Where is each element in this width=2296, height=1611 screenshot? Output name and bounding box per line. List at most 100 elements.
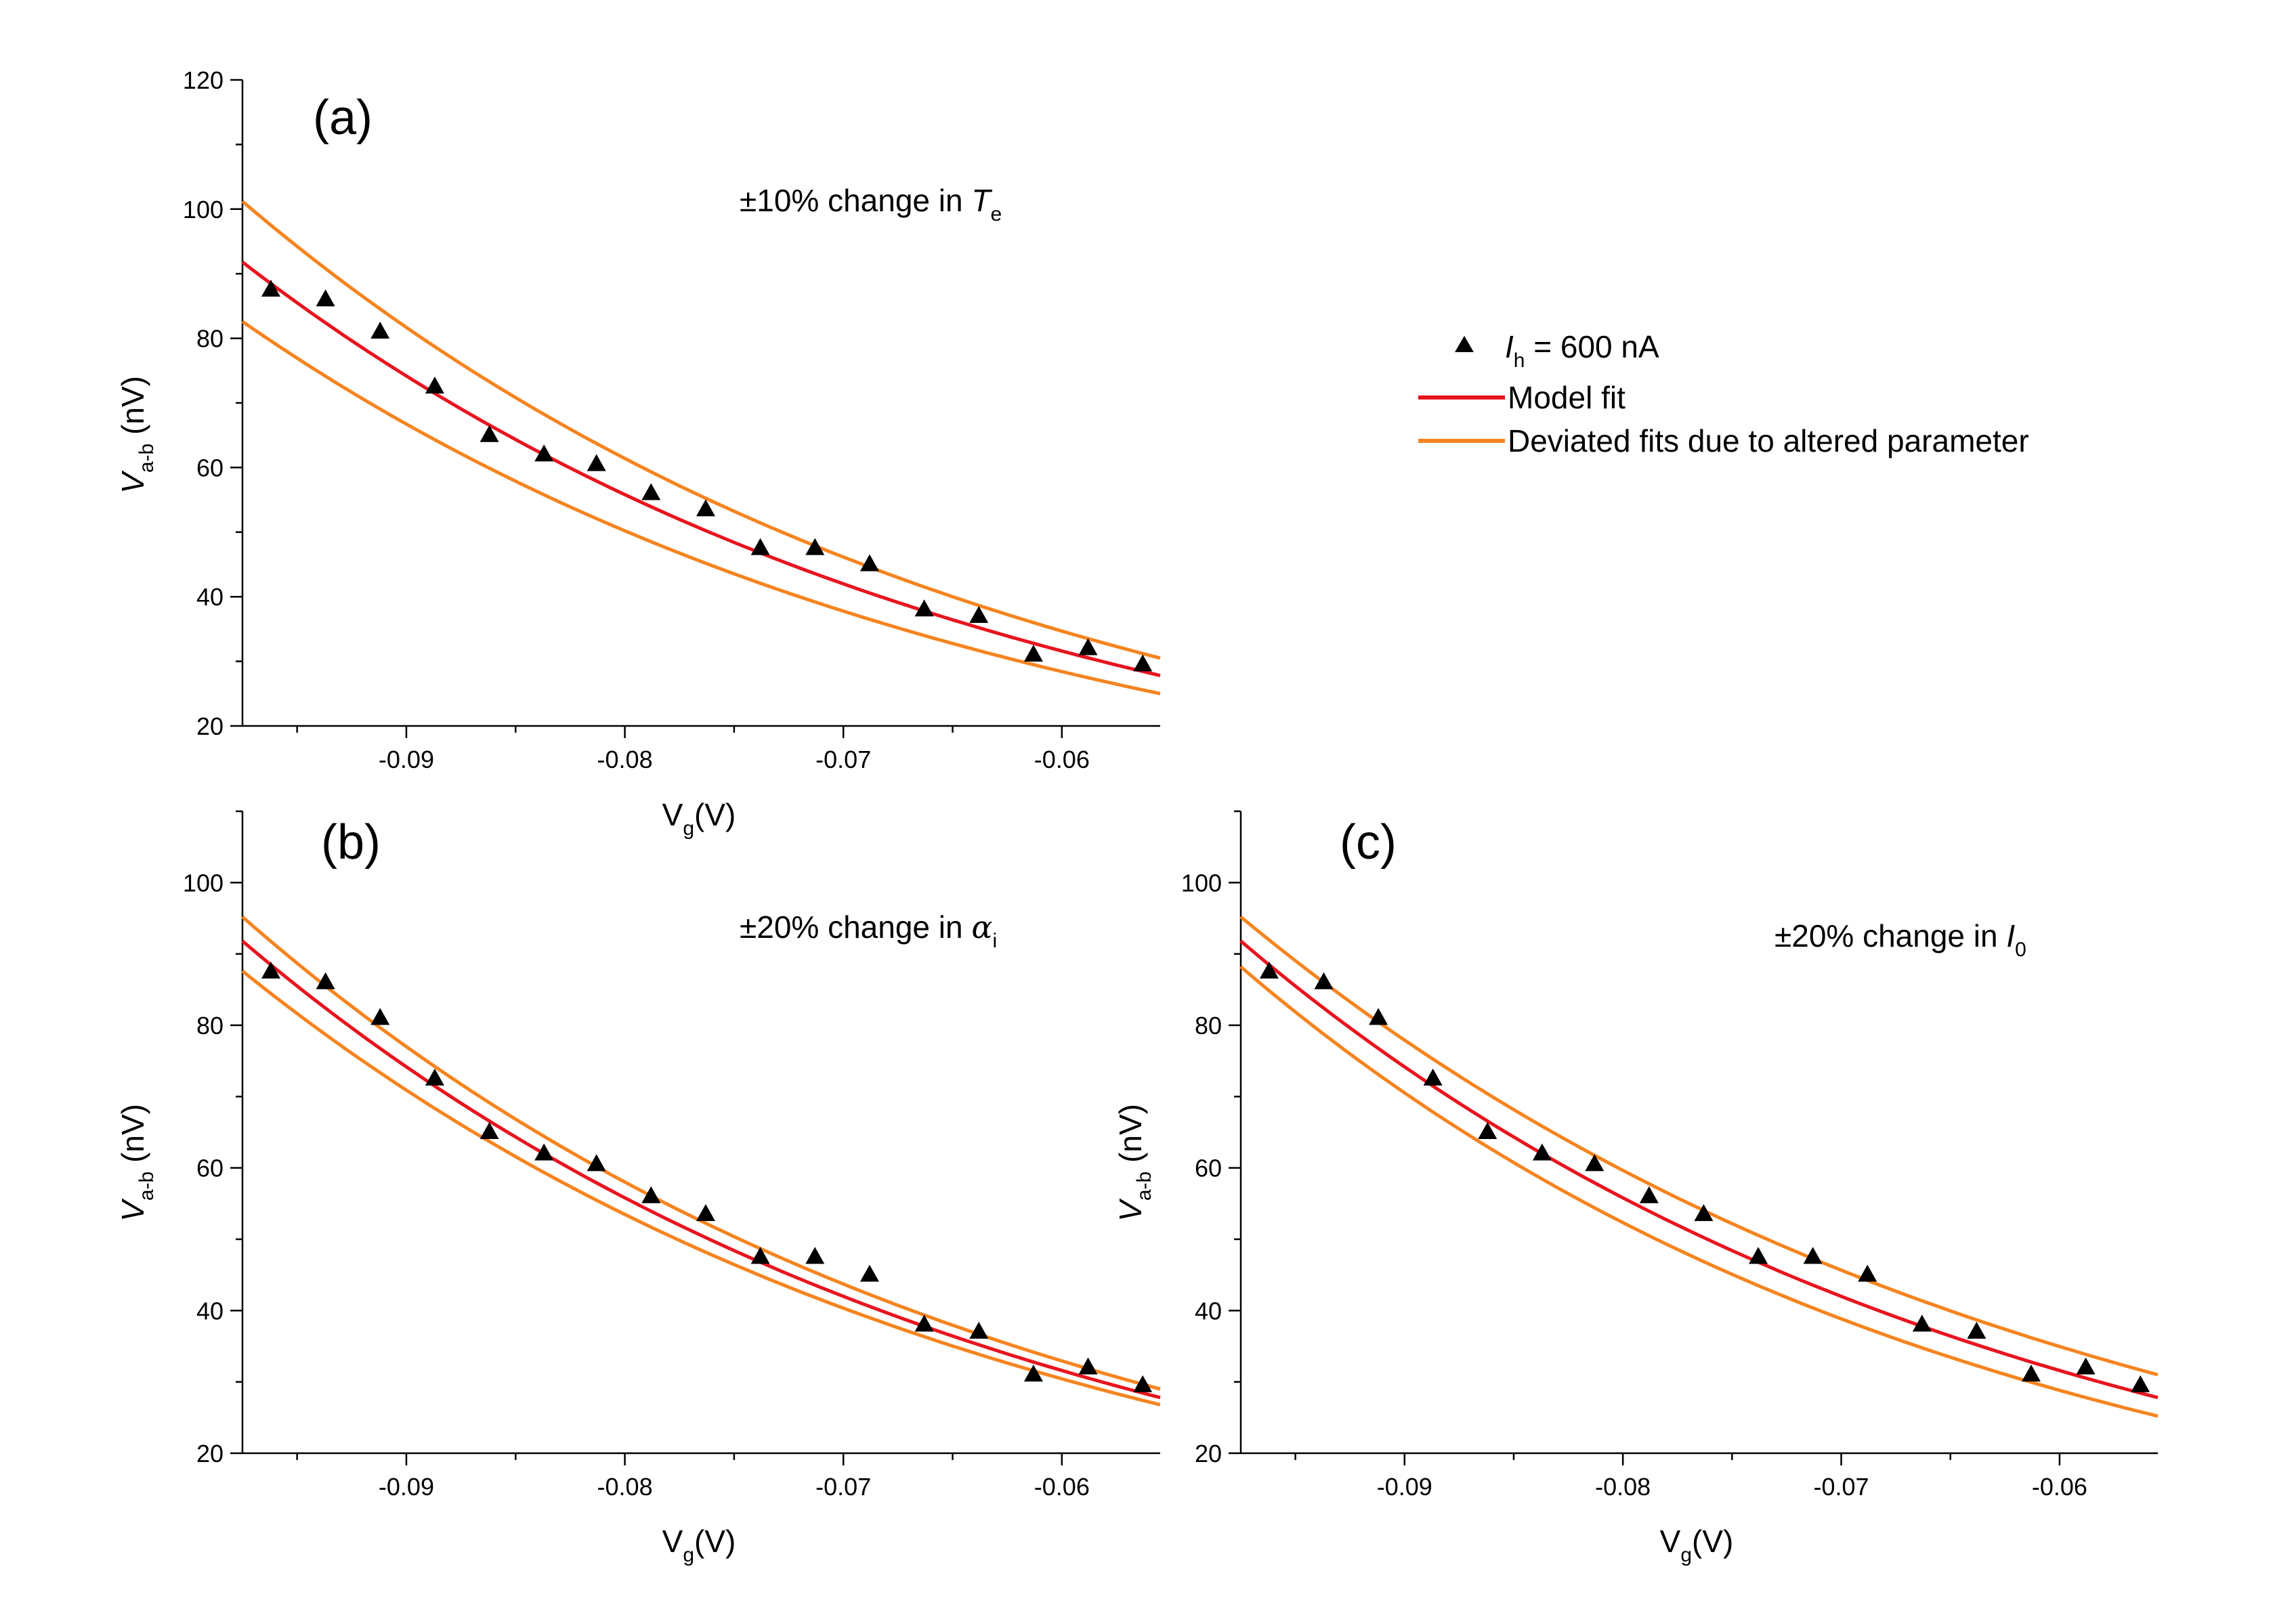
panel-b-data-point	[750, 1247, 770, 1264]
panel-c-data-point	[1749, 1247, 1768, 1264]
panel-a-data-point	[370, 322, 390, 339]
panel-a-xlabel-suffix: (V)	[694, 797, 736, 832]
panel-a-data-point	[1078, 638, 1098, 656]
panel-c-x-tick-label: -0.06	[2032, 1473, 2087, 1501]
panel-c-data-point	[1532, 1143, 1552, 1161]
panel-b-annotation-symbol: α	[971, 909, 992, 945]
panel-b-data-point	[534, 1143, 554, 1161]
panel-c-model-fit-curve	[1239, 939, 2159, 1400]
panel-c-y-tick-label: 40	[1195, 1297, 1222, 1325]
panel-b-y-tick-label: 20	[196, 1440, 224, 1467]
panel-b-data-point	[261, 962, 280, 979]
panel-a-y-tick-label: 20	[196, 712, 224, 740]
panel-b-data-point	[425, 1069, 444, 1086]
panel-b-ylabel-suffix: (nV)	[115, 1104, 150, 1172]
panel-c-xlabel-sub: g	[1680, 1544, 1692, 1566]
panel-c-x-tick-label: -0.07	[1814, 1473, 1869, 1501]
panel-c-data-point	[2076, 1357, 2096, 1375]
panel-a-data-point	[425, 377, 444, 394]
panel-b-data-point	[370, 1008, 390, 1025]
panel-b-data-point	[859, 1264, 879, 1282]
panel-b-data-point	[805, 1247, 825, 1264]
panel-b-data-point	[914, 1314, 934, 1332]
panel-a-data-point	[1133, 654, 1153, 672]
panel-c-annotation: ±20% change in I0	[1774, 918, 2026, 961]
panel-b-data-point	[1133, 1375, 1153, 1392]
panel-c-data-point	[1478, 1122, 1497, 1139]
panel-c-annotation-subscript: 0	[2015, 939, 2026, 961]
panel-c-ylabel-sub: a-b	[1133, 1172, 1155, 1201]
legend-marker-triangle	[1455, 336, 1474, 352]
panel-c-data-point	[1585, 1154, 1604, 1172]
panel-a-data-point	[641, 483, 661, 500]
panel-c-data-point	[1803, 1247, 1823, 1264]
panel-a-x-tick-label: -0.09	[379, 746, 434, 773]
panel-b-y-tick-label: 60	[196, 1155, 224, 1182]
panel-a-model-fit-curve	[241, 261, 1161, 678]
panel-a-data-point	[914, 599, 934, 617]
panel-c-data-point	[1369, 1008, 1388, 1025]
panel-c-y-tick-label: 80	[1195, 1012, 1222, 1039]
panel-b-data-point	[641, 1186, 661, 1203]
panel-c-label: (c)	[1340, 815, 1397, 869]
panel-c-data-point	[1314, 972, 1334, 989]
legend-entry-model-fit: Model fit	[1508, 380, 1625, 415]
panel-b-data-point	[1078, 1357, 1098, 1375]
panel-a-data-point	[316, 289, 335, 307]
panel-a-data-point	[534, 444, 554, 462]
panel-b-xlabel-suffix: (V)	[694, 1524, 736, 1559]
panel-b-y-tick-label: 100	[183, 869, 224, 897]
panel-b-data-point	[969, 1321, 989, 1339]
panel-a: -0.09 -0.08 -0.07 -0.06 20 40 60 80 100 120 (a) ±…	[115, 66, 1161, 840]
panel-b-annotation: ±20% change in αi	[740, 909, 997, 952]
legend-entry-data-label: Ih = 600 nA	[1505, 329, 1659, 372]
panel-b-y-tick-label: 80	[196, 1012, 224, 1039]
panel-b-deviated-lower-curve	[241, 969, 1161, 1406]
panel-a-data-point	[587, 454, 606, 471]
panel-c-data-point	[1423, 1069, 1443, 1086]
panel-b-data-point	[1023, 1365, 1043, 1382]
panel-a-x-tick-label: -0.06	[1034, 746, 1090, 773]
panel-a-data-point	[1023, 645, 1043, 662]
panel-a-ylabel-suffix: (nV)	[115, 376, 150, 444]
panel-b-x-tick-label: -0.07	[815, 1473, 871, 1501]
panel-a-y-tick-label: 120	[183, 66, 224, 94]
panel-c-plot-layer: -0.09 -0.08 -0.07 -0.06 20 40 60 80 100	[1181, 810, 2159, 1501]
panel-b-xlabel-sub: g	[683, 1544, 694, 1566]
panel-a-deviated-lower-curve	[241, 320, 1161, 695]
panel-c-y-tick-label: 20	[1195, 1440, 1222, 1467]
panel-a-data-point	[696, 499, 715, 517]
panel-c-ylabel-main: V	[1113, 1198, 1148, 1222]
legend-entry-deviated-fits: Deviated fits due to altered parameter	[1508, 423, 2029, 458]
panel-c-y-tick-label: 60	[1195, 1155, 1222, 1182]
panel-a-xlabel: Vg(V)	[662, 797, 736, 840]
panel-b-data-point	[480, 1122, 499, 1139]
panel-b-data-point	[696, 1204, 715, 1222]
panel-a-xlabel-sub: g	[683, 817, 694, 840]
panel-a-data-point	[969, 605, 989, 623]
legend-entry-data-symbol: I	[1505, 329, 1514, 364]
legend-entry-data-text: = 600 nA	[1525, 329, 1659, 364]
panel-c-annotation-symbol: I	[2006, 918, 2015, 953]
panel-c-data-point	[1912, 1314, 1932, 1332]
panel-b-x-tick-label: -0.09	[379, 1473, 434, 1501]
panel-a-y-tick-label: 40	[196, 583, 224, 611]
panel-a-data-point	[750, 538, 770, 555]
panel-b: -0.09 -0.08 -0.07 -0.06 20 40 60 80 100 (b) ±20%…	[115, 810, 1161, 1566]
legend: Ih = 600 nA Model fit Deviated fits due …	[1418, 329, 2029, 458]
panel-b-y-tick-label: 40	[196, 1297, 224, 1325]
panel-a-y-tick-label: 100	[183, 196, 224, 223]
panel-c-data-point	[2022, 1365, 2041, 1382]
panel-a-annotation-subscript: e	[990, 203, 1002, 225]
legend-entry-data-subscript: h	[1514, 349, 1525, 372]
panel-a-y-tick-label: 60	[196, 454, 224, 481]
panel-b-x-tick-label: -0.08	[597, 1473, 653, 1501]
panel-c-xlabel-suffix: (V)	[1692, 1524, 1733, 1559]
panel-c-ylabel-suffix: (nV)	[1113, 1104, 1148, 1172]
panel-c-data-point	[2131, 1375, 2150, 1392]
panel-c-data-point	[1259, 962, 1279, 979]
panel-b-data-point	[587, 1154, 606, 1172]
panel-c-data-point	[1639, 1186, 1659, 1203]
